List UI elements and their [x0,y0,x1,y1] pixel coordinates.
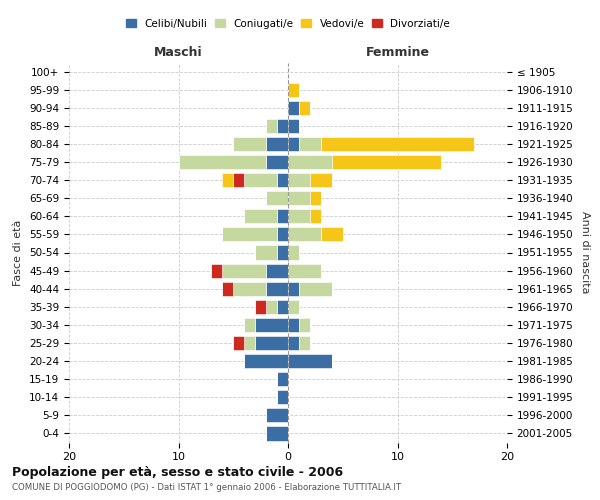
Text: Femmine: Femmine [365,46,430,59]
Text: Popolazione per età, sesso e stato civile - 2006: Popolazione per età, sesso e stato civil… [12,466,343,479]
Bar [288,264,321,278]
Bar [266,119,277,133]
Bar [288,354,332,368]
Bar [277,300,288,314]
Bar [244,318,255,332]
Bar [288,173,310,187]
Bar [321,137,474,151]
Bar [299,318,310,332]
Bar [266,264,288,278]
Bar [288,191,310,206]
Bar [223,228,277,241]
Bar [266,155,288,169]
Bar [266,191,288,206]
Bar [277,210,288,224]
Text: Maschi: Maschi [154,46,203,59]
Bar [233,173,244,187]
Bar [277,173,288,187]
Bar [255,336,288,350]
Bar [288,119,299,133]
Bar [288,100,299,115]
Bar [299,282,332,296]
Bar [288,82,299,96]
Bar [255,300,266,314]
Bar [288,318,299,332]
Bar [299,100,310,115]
Bar [266,426,288,440]
Bar [277,390,288,404]
Text: COMUNE DI POGGIODOMO (PG) - Dati ISTAT 1° gennaio 2006 - Elaborazione TUTTITALIA: COMUNE DI POGGIODOMO (PG) - Dati ISTAT 1… [12,484,401,492]
Bar [211,264,223,278]
Bar [288,210,310,224]
Bar [277,228,288,241]
Y-axis label: Fasce di età: Fasce di età [13,220,23,286]
Bar [288,336,299,350]
Bar [321,228,343,241]
Bar [266,408,288,422]
Legend: Celibi/Nubili, Coniugati/e, Vedovi/e, Divorziati/e: Celibi/Nubili, Coniugati/e, Vedovi/e, Di… [122,14,454,33]
Bar [244,354,288,368]
Bar [288,155,332,169]
Bar [233,137,266,151]
Bar [310,210,321,224]
Bar [223,173,233,187]
Bar [233,282,266,296]
Bar [255,318,288,332]
Bar [223,282,233,296]
Bar [277,372,288,386]
Bar [266,137,288,151]
Bar [288,246,299,260]
Bar [310,191,321,206]
Y-axis label: Anni di nascita: Anni di nascita [580,211,590,294]
Bar [223,264,266,278]
Bar [266,300,277,314]
Bar [244,336,255,350]
Bar [288,228,321,241]
Bar [288,282,299,296]
Bar [179,155,266,169]
Bar [277,246,288,260]
Bar [255,246,277,260]
Bar [310,173,332,187]
Bar [299,137,321,151]
Bar [244,173,277,187]
Bar [233,336,244,350]
Bar [266,282,288,296]
Bar [288,300,299,314]
Bar [299,336,310,350]
Bar [288,137,299,151]
Bar [244,210,277,224]
Bar [332,155,442,169]
Bar [277,119,288,133]
